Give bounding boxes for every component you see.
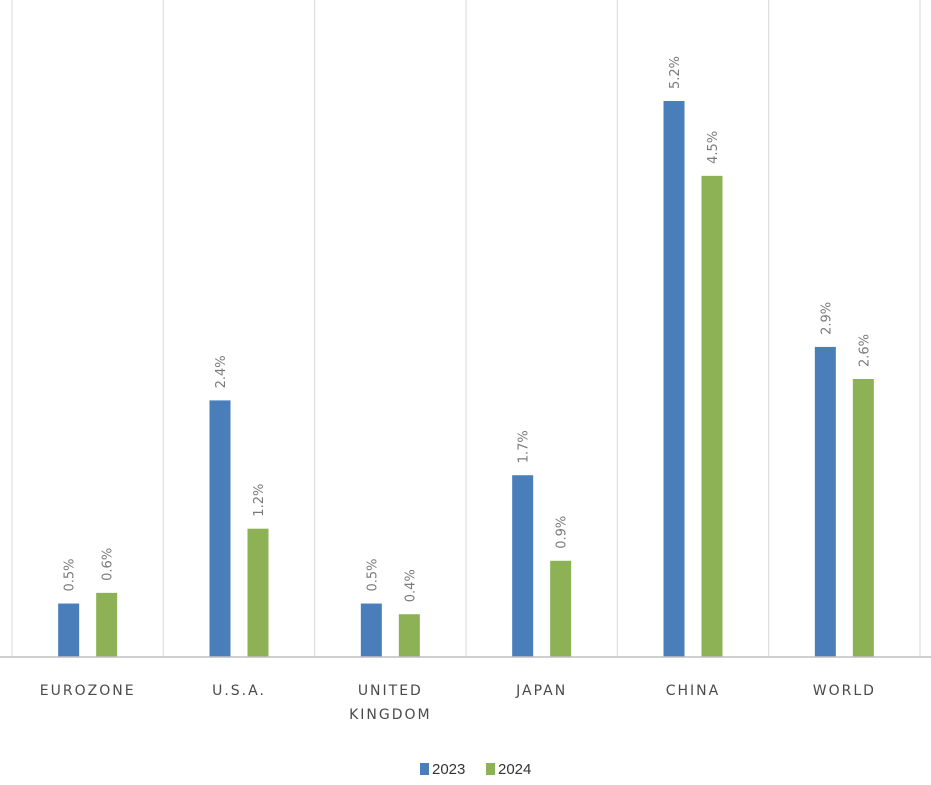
legend-label-2023: 2023 (432, 761, 465, 778)
bar-2024-4 (701, 175, 723, 657)
bar-2024-0 (96, 592, 118, 657)
bar-2023-0 (58, 603, 80, 657)
data-label-2023-0: 0.5% (63, 559, 78, 592)
data-label-2023-2: 0.5% (365, 559, 380, 592)
bar-2023-3 (512, 475, 534, 657)
bar-2023-2 (360, 603, 382, 657)
data-label-2024-0: 0.6% (101, 548, 116, 581)
tick-label-3: JAPAN (515, 683, 567, 699)
tick-label-1: U.S.A. (212, 683, 266, 699)
legend-label-2024: 2024 (498, 761, 531, 778)
data-label-2023-3: 1.7% (517, 430, 532, 463)
tick-label-5: WORLD (813, 683, 876, 699)
data-label-2024-2: 0.4% (403, 569, 418, 602)
legend-swatch-2023 (420, 763, 429, 775)
data-label-2023-1: 2.4% (214, 355, 229, 388)
tick-label-0: EUROZONE (40, 683, 136, 699)
data-label-2024-5: 2.6% (857, 334, 872, 367)
tick-label-2: UNITED KINGDOM (349, 683, 432, 723)
legend-swatch-2024 (486, 763, 495, 775)
bar-2024-1 (247, 528, 269, 657)
bar-2023-4 (663, 101, 685, 657)
bars (58, 101, 874, 657)
data-label-2024-1: 1.2% (252, 484, 267, 517)
data-label-2023-5: 2.9% (819, 302, 834, 335)
bar-2024-2 (398, 614, 420, 657)
bar-2023-5 (814, 346, 836, 657)
legend: 2023 2024 (420, 761, 531, 778)
bar-2023-1 (209, 400, 231, 657)
data-label-2024-4: 4.5% (706, 131, 721, 164)
bar-2024-5 (852, 379, 874, 657)
x-axis: EUROZONE U.S.A. UNITED KINGDOM JAPAN CHINA WOR… (0, 656, 931, 723)
data-labels: 0.5% 0.6% 2.4% 1.2% 0.5% 0.4% 1.7% 0.9% 5.2% 4.5%… (63, 56, 873, 602)
data-label-2024-3: 0.9% (555, 516, 570, 549)
bar-2024-3 (550, 560, 572, 657)
data-label-2023-4: 5.2% (668, 56, 683, 89)
grid (11, 0, 921, 657)
tick-label-4: CHINA (666, 683, 720, 699)
